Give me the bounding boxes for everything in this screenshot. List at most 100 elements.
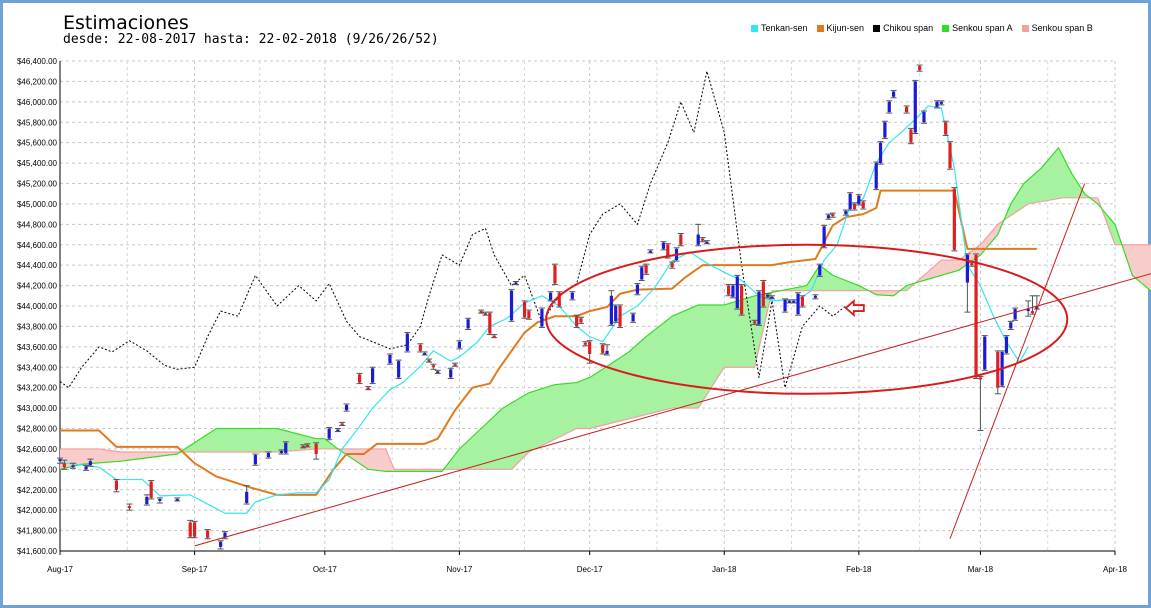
candle-body [370, 368, 375, 383]
candle-body [661, 242, 666, 249]
cloud-slab [259, 428, 265, 452]
candle-body [188, 522, 192, 537]
cloud-slab [511, 400, 517, 470]
legend-label: Senkou span B [1031, 23, 1093, 33]
cloud-slab [936, 260, 942, 277]
cloud-slab [1023, 179, 1029, 207]
candle-body [735, 276, 739, 309]
cloud-slab [554, 384, 560, 440]
cloud-slab [615, 357, 621, 423]
candle-body [427, 360, 431, 363]
y-tick-label: $43,600.00 [17, 343, 58, 352]
candle-body [861, 201, 865, 208]
cloud-slab [1132, 244, 1138, 280]
cloud-slab [220, 428, 226, 452]
candle-body [423, 352, 427, 355]
cloud-slab [455, 448, 460, 470]
candle-body [800, 296, 805, 306]
cloud-slab [1062, 156, 1068, 198]
y-tick-label: $42,600.00 [17, 445, 58, 454]
y-tick-label: $44,600.00 [17, 241, 58, 250]
candle-body [84, 466, 88, 470]
candle-body [614, 306, 618, 322]
candle-body [952, 188, 956, 250]
cloud-slab [884, 290, 890, 296]
cloud-slab [73, 448, 78, 467]
candle-body [983, 336, 987, 370]
cloud-slab [607, 363, 612, 425]
cloud-slab [989, 229, 994, 245]
cloud-slab [585, 377, 591, 429]
cloud-slab [446, 460, 452, 470]
chart-subtitle: desde: 22-08-2017 hasta: 22-02-2018 (9/2… [63, 32, 439, 47]
cloud-slab [1041, 163, 1046, 202]
candle-body [58, 459, 62, 462]
candle-body [905, 106, 909, 113]
x-tick-label: Apr-18 [1103, 565, 1128, 574]
cloud-slab [133, 451, 139, 460]
candle-body [731, 285, 735, 297]
candle-body [336, 429, 340, 432]
cloud-slab [706, 304, 712, 395]
candle-body [279, 450, 284, 453]
candle-body [548, 292, 553, 300]
cloud-slab [268, 428, 274, 452]
candle-body [601, 344, 605, 353]
y-tick-label: $46,000.00 [17, 98, 58, 107]
candle-body [939, 101, 943, 104]
cloud-slab [563, 383, 569, 435]
cloud-slab [198, 437, 204, 452]
cloud-slab [1093, 197, 1099, 204]
candle-body [826, 215, 831, 219]
cloud-slab [546, 385, 551, 444]
candle-body [818, 265, 822, 276]
candle-body [327, 428, 331, 439]
chikou-span-line [59, 70, 847, 389]
candle-body [1030, 311, 1035, 314]
cloud-slab [368, 448, 373, 470]
cloud-slab [728, 302, 734, 368]
candle-body [344, 405, 349, 411]
candle-body [679, 234, 683, 245]
candle-body [878, 142, 883, 164]
cloud-slab [533, 390, 538, 450]
y-tick-label: $45,000.00 [17, 200, 58, 209]
candle-body [436, 371, 440, 374]
candle-body [575, 316, 579, 327]
y-tick-label: $41,600.00 [17, 547, 58, 556]
cloud-slab [381, 448, 387, 472]
candle-body [770, 296, 774, 299]
candle-body [553, 265, 557, 284]
cloud-slab [459, 444, 465, 470]
x-tick-label: Jan-18 [712, 565, 737, 574]
candle-body [388, 355, 392, 364]
cloud-slab [611, 360, 617, 424]
candle-body [666, 244, 670, 257]
candle-body [509, 290, 514, 321]
cloud-slab [489, 416, 495, 470]
cloud-slab [806, 278, 812, 291]
legend-item: Senkou span A [942, 23, 1013, 33]
cloud-slab [468, 436, 473, 470]
candle-body [479, 311, 483, 314]
candle-body [727, 285, 731, 295]
candle-body [857, 195, 861, 204]
y-tick-label: $44,400.00 [17, 261, 58, 270]
cloud-slab [372, 448, 378, 471]
cloud-slab [498, 408, 504, 470]
cloud-slab [81, 448, 87, 465]
candle-body [266, 453, 270, 458]
candle-body [357, 374, 362, 383]
cloud-slab [120, 451, 126, 462]
cloud-slab [811, 271, 816, 291]
cloud-slab [1075, 180, 1081, 198]
cloud-slab [1032, 172, 1038, 204]
cloud-slab [1110, 219, 1116, 245]
candle-body [1035, 307, 1039, 310]
cloud-slab [125, 451, 130, 461]
candle-body [757, 291, 761, 325]
cloud-slab [203, 434, 209, 452]
candle-body [648, 250, 653, 253]
candle-body [431, 365, 435, 368]
cloud-slab [307, 436, 313, 450]
